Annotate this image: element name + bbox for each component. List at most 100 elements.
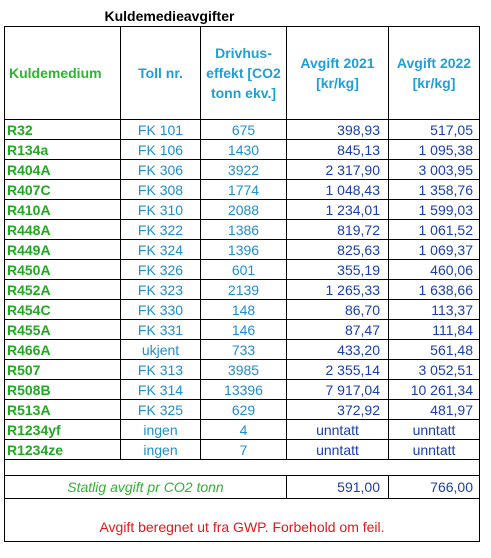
refrigerant-name: R404A [4,159,121,180]
fee-2021: 372,92 [286,399,389,420]
header-toll: Toll nr. [120,26,201,120]
table-row: R450A FK 326 601 355,19 460,06 [4,259,480,280]
gwp-value: 13396 [200,379,287,400]
gwp-value: 601 [200,259,287,280]
table-row: R466A ukjent 733 433,20 561,48 [4,339,480,360]
table-row: R507 FK 313 3985 2 355,14 3 052,51 [4,359,480,380]
toll-number: FK 325 [120,399,201,420]
toll-number: FK 324 [120,239,201,260]
fee-2021: 433,20 [286,339,389,360]
refrigerant-name: R32 [4,119,121,140]
toll-number: ukjent [120,339,201,360]
table-row: R455A FK 331 146 87,47 111,84 [4,319,480,340]
refrigerant-name: R448A [4,219,121,240]
table-row: R32 FK 101 675 398,93 517,05 [4,119,480,140]
toll-number: FK 106 [120,139,201,160]
state-fee-2022: 766,00 [388,475,480,499]
sheet-title: Kuldemedieavgifter [104,8,235,24]
table-row: R404A FK 306 3922 2 317,90 3 003,95 [4,159,480,180]
fee-2021: 2 355,14 [286,359,389,380]
gwp-value: 629 [200,399,287,420]
toll-number: FK 330 [120,299,201,320]
fee-2021: 825,63 [286,239,389,260]
header-row: Kuldemedium Toll nr. Drivhus-effekt [CO2… [4,26,480,120]
gwp-value: 7 [200,439,287,460]
fee-2021: 355,19 [286,259,389,280]
refrigerant-name: R513A [4,399,121,420]
spacer-cell [4,459,480,476]
fee-2022: 517,05 [388,119,480,140]
refrigerant-name: R407C [4,179,121,200]
fee-2021: 1 234,01 [286,199,389,220]
gwp-value: 148 [200,299,287,320]
fee-2022: 481,97 [388,399,480,420]
fee-2022: 3 003,95 [388,159,480,180]
gwp-value: 733 [200,339,287,360]
toll-number: FK 308 [120,179,201,200]
gwp-value: 2139 [200,279,287,300]
blank-cell [4,498,480,513]
refrigerant-name: R508B [4,379,121,400]
gwp-value: 1396 [200,239,287,260]
refrigerant-name: R455A [4,319,121,340]
blank-row [4,498,480,513]
fee-2022: 561,48 [388,339,480,360]
fee-2021: 845,13 [286,139,389,160]
table-row: R448A FK 322 1386 819,72 1 061,52 [4,219,480,240]
fee-2022: unntatt [388,439,480,460]
toll-number: FK 310 [120,199,201,220]
header-gwp: Drivhus-effekt [CO2 tonn ekv.] [200,26,287,120]
note-row: Avgift beregnet ut fra GWP. Forbehold om… [4,513,480,542]
gwp-value: 1430 [200,139,287,160]
spacer-row [4,459,480,476]
disclaimer-note: Avgift beregnet ut fra GWP. Forbehold om… [4,513,480,542]
fee-2021: 819,72 [286,219,389,240]
gwp-value: 675 [200,119,287,140]
refrigerant-name: R1234yf [4,419,121,440]
state-fee-label: Statlig avgift pr CO2 tonn [4,475,287,499]
header-fee-2022: Avgift 2022 [kr/kg] [388,26,480,120]
header-fee-2021: Avgift 2021 [kr/kg] [286,26,389,120]
header-name: Kuldemedium [4,26,121,120]
fee-2022: 111,84 [388,319,480,340]
toll-number: FK 306 [120,159,201,180]
fee-2021: unntatt [286,419,389,440]
table-row: R452A FK 323 2139 1 265,33 1 638,66 [4,279,480,300]
gwp-value: 146 [200,319,287,340]
table-row: R508B FK 314 13396 7 917,04 10 261,34 [4,379,480,400]
refrigerant-name: R134a [4,139,121,160]
fee-2021: 7 917,04 [286,379,389,400]
fee-2021: 1 048,43 [286,179,389,200]
toll-number: FK 326 [120,259,201,280]
fee-2022: 1 069,37 [388,239,480,260]
fee-2022: 1 599,03 [388,199,480,220]
refrigerant-name: R452A [4,279,121,300]
fee-2022: 1 638,66 [388,279,480,300]
refrigerant-name: R450A [4,259,121,280]
table-row: R454C FK 330 148 86,70 113,37 [4,299,480,320]
gwp-value: 1386 [200,219,287,240]
toll-number: FK 322 [120,219,201,240]
refrigerant-name: R454C [4,299,121,320]
table-row: R1234ze ingen 7 unntatt unntatt [4,439,480,460]
state-fee-row: Statlig avgift pr CO2 tonn 591,00 766,00 [4,475,480,499]
refrigerant-name: R466A [4,339,121,360]
toll-number: ingen [120,439,201,460]
fee-2022: 1 061,52 [388,219,480,240]
refrigerant-name: R410A [4,199,121,220]
fee-2022: 10 261,34 [388,379,480,400]
fee-2022: 3 052,51 [388,359,480,380]
gwp-value: 3985 [200,359,287,380]
fee-table: Kuldemedieavgifter Kuldemedium Toll nr. … [4,6,480,542]
gwp-value: 1774 [200,179,287,200]
fee-2022: unntatt [388,419,480,440]
toll-number: FK 314 [120,379,201,400]
table-row: R134a FK 106 1430 845,13 1 095,38 [4,139,480,160]
gwp-value: 3922 [200,159,287,180]
table-row: R449A FK 324 1396 825,63 1 069,37 [4,239,480,260]
table-row: R513A FK 325 629 372,92 481,97 [4,399,480,420]
gwp-value: 4 [200,419,287,440]
fee-2022: 1 095,38 [388,139,480,160]
fee-2021: 86,70 [286,299,389,320]
